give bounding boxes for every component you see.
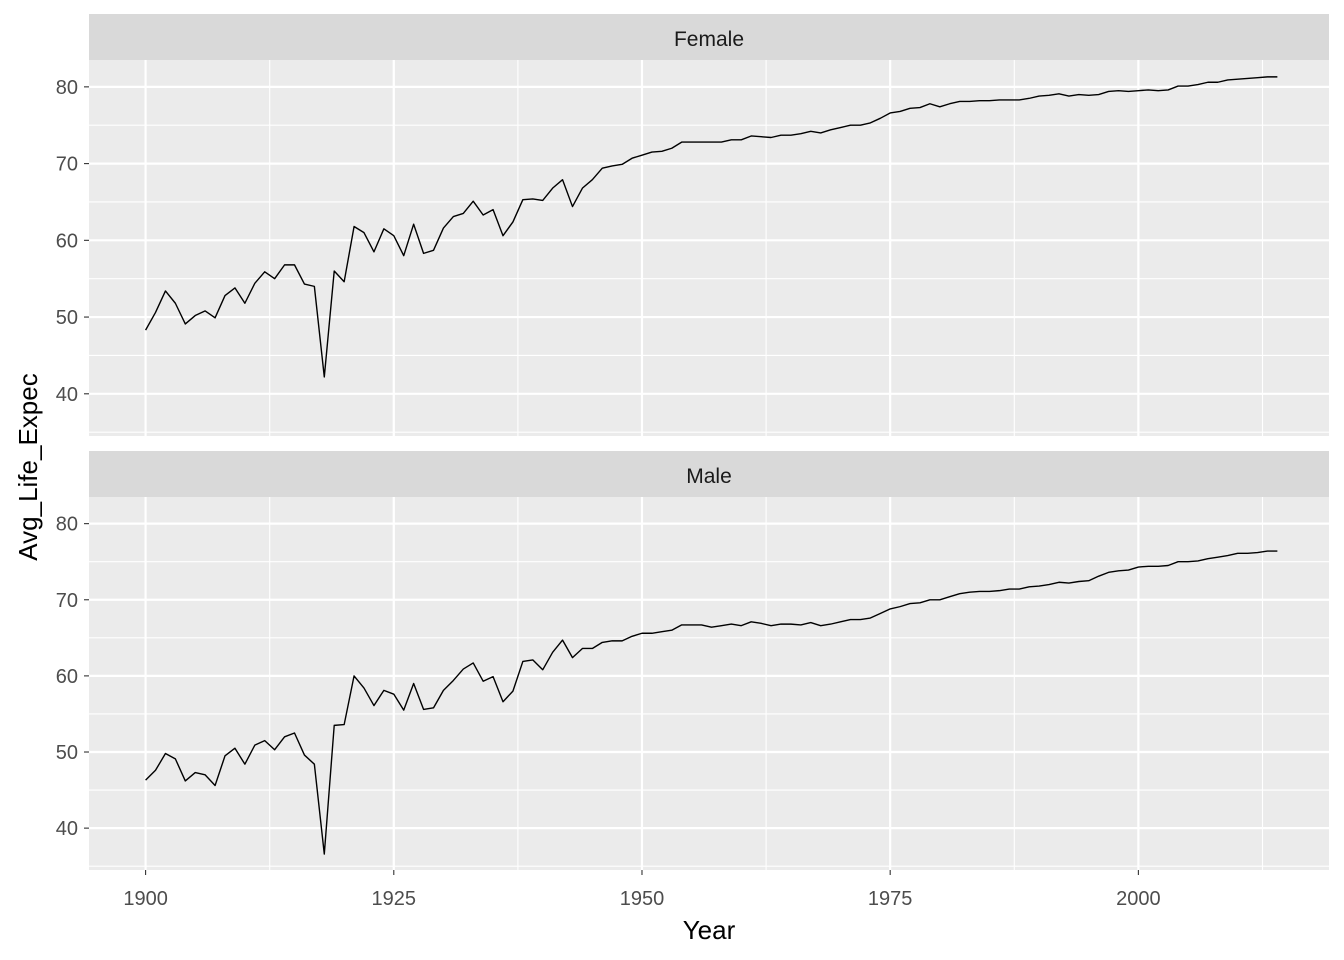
x-tick-label: 1975: [868, 888, 913, 910]
y-axis-title: Avg_Life_Expec: [13, 373, 43, 560]
grid-female: [89, 60, 1329, 436]
x-tick-label: 1950: [620, 888, 665, 910]
y-tick-label: 70: [56, 154, 78, 176]
grid-male: [89, 497, 1329, 870]
y-tick-label: 80: [56, 77, 78, 99]
y-tick-label: 60: [56, 230, 78, 252]
strip-female: [89, 14, 1329, 60]
y-axis-female: 40 50 60 70 80: [56, 77, 89, 406]
y-tick-label: 80: [56, 514, 78, 536]
panel-male: Male 40 50 60 70 80: [56, 451, 1329, 870]
panel-bg-male: [89, 497, 1329, 870]
x-tick-label: 1900: [123, 888, 168, 910]
x-tick-label: 2000: [1116, 888, 1161, 910]
y-tick-label: 50: [56, 307, 78, 329]
y-tick-label: 70: [56, 590, 78, 612]
y-tick-label: 50: [56, 742, 78, 764]
strip-label-male: Male: [686, 465, 732, 488]
panel-bg-female: [89, 60, 1329, 436]
y-tick-label: 40: [56, 384, 78, 406]
strip-label-female: Female: [674, 28, 744, 51]
x-axis-title: Year: [683, 915, 736, 945]
series-line-male: [145, 550, 1278, 855]
strip-male: [89, 451, 1329, 497]
y-tick-label: 40: [56, 818, 78, 840]
panel-female: Female 40 50 60 70 80: [56, 14, 1329, 436]
y-tick-label: 60: [56, 666, 78, 688]
series-line-female: [144, 76, 1278, 378]
y-axis-male: 40 50 60 70 80: [56, 514, 89, 840]
x-axis: 1900 1925 1950 1975 2000: [123, 870, 1161, 910]
x-tick-label: 1925: [372, 888, 417, 910]
